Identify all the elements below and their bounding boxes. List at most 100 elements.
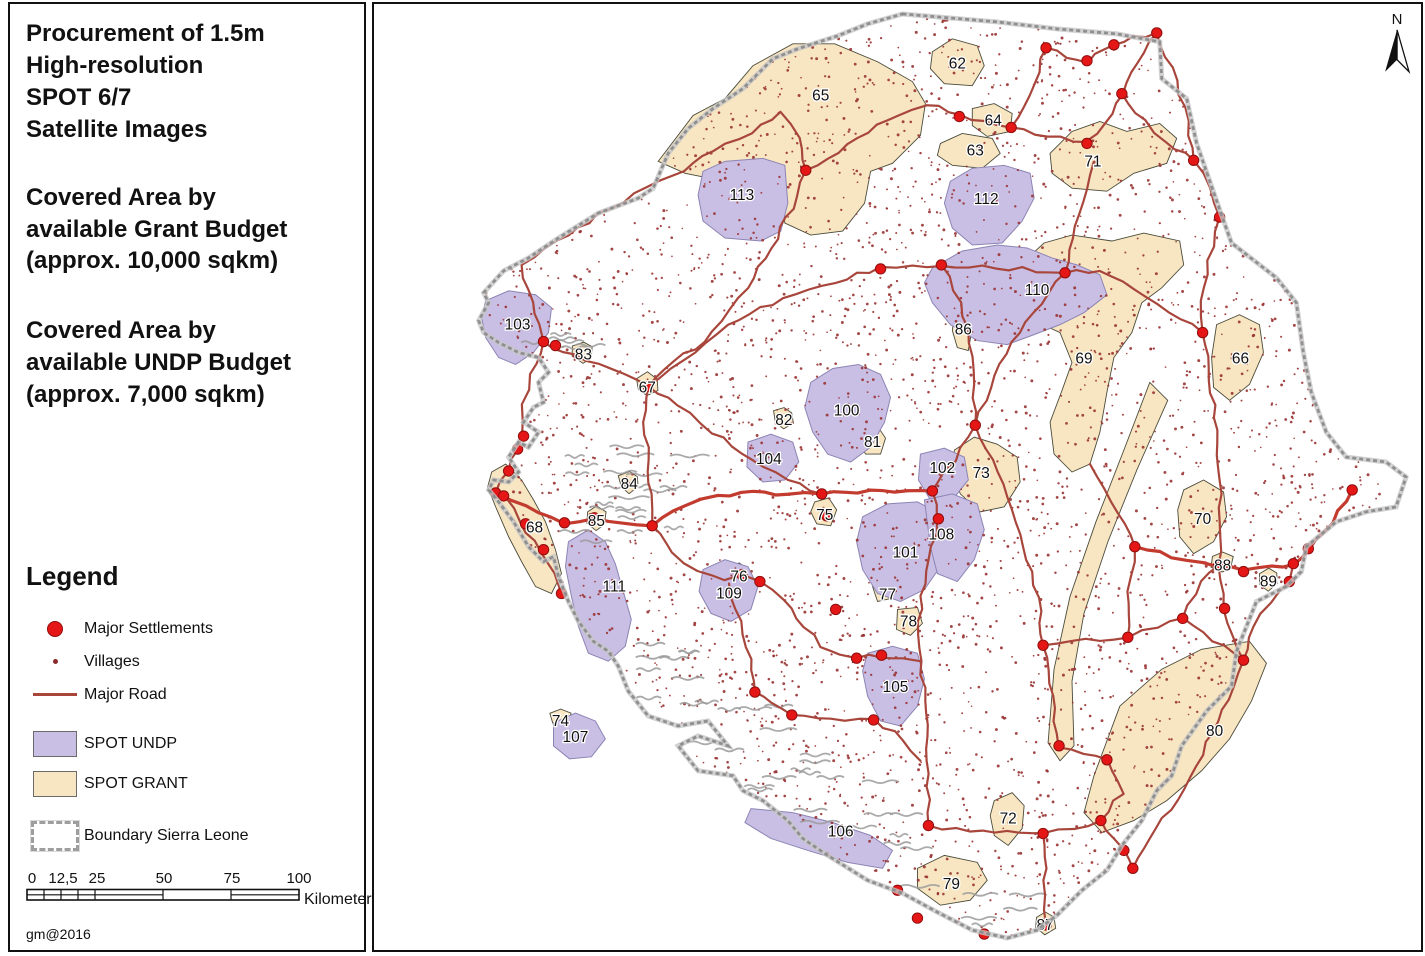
region-label-104: 104 bbox=[756, 451, 782, 468]
road bbox=[1181, 564, 1220, 620]
region-label-103: 103 bbox=[505, 317, 531, 334]
settlement-dot bbox=[800, 164, 812, 176]
boundary-swatch bbox=[30, 820, 80, 853]
region-107 bbox=[552, 712, 606, 760]
settlement-dot bbox=[754, 575, 766, 588]
info-panel: Procurement of 1.5m High-resolution SPOT… bbox=[0, 0, 372, 956]
settlement-dot bbox=[1287, 557, 1300, 570]
road bbox=[1088, 462, 1136, 548]
road bbox=[1041, 644, 1134, 870]
region-label-100: 100 bbox=[834, 402, 860, 419]
road bbox=[790, 713, 922, 762]
region-66 bbox=[1211, 314, 1264, 401]
region-89 bbox=[1259, 567, 1278, 592]
settlement-dot bbox=[1005, 121, 1017, 134]
region-104 bbox=[746, 433, 800, 483]
undp-coverage-note: Covered Area by available UNDP Budget (a… bbox=[26, 317, 291, 409]
region-label-109: 109 bbox=[716, 585, 742, 602]
settlement-dot bbox=[1059, 267, 1071, 279]
road bbox=[727, 582, 757, 694]
settlement-dot bbox=[1176, 612, 1189, 625]
road bbox=[753, 690, 793, 717]
road bbox=[1063, 160, 1096, 274]
title-line: Satellite Images bbox=[26, 115, 208, 143]
region-label-112: 112 bbox=[974, 191, 999, 208]
settlement-dot bbox=[922, 819, 935, 832]
road bbox=[647, 264, 1067, 388]
settlement-dot bbox=[502, 465, 515, 477]
title-line: SPOT 6/7 bbox=[26, 83, 132, 111]
settlement-dot bbox=[1101, 754, 1113, 766]
region-label-113: 113 bbox=[730, 187, 755, 204]
region-70 bbox=[1177, 479, 1228, 555]
settlement-dot bbox=[1040, 42, 1052, 54]
major-road bbox=[494, 491, 654, 528]
road bbox=[1131, 659, 1245, 870]
road bbox=[1126, 545, 1136, 639]
road-line-icon bbox=[33, 693, 77, 697]
settlement-dot bbox=[1237, 654, 1250, 666]
settlement-dot bbox=[537, 335, 550, 348]
region-label-70: 70 bbox=[1194, 511, 1211, 528]
region-label-102: 102 bbox=[929, 460, 955, 477]
region-label-111: 111 bbox=[603, 579, 626, 596]
settlement-dot bbox=[1122, 631, 1134, 643]
road bbox=[1041, 832, 1048, 927]
region-label-82: 82 bbox=[775, 412, 792, 429]
legend-item-major-road: Major Road bbox=[26, 678, 350, 711]
settlement-dot bbox=[749, 686, 761, 698]
region-grant-strip bbox=[1047, 381, 1169, 762]
region-label-73: 73 bbox=[973, 465, 990, 482]
settlement-dot bbox=[519, 518, 532, 530]
road bbox=[974, 424, 1045, 647]
region-71 bbox=[1049, 121, 1178, 192]
region-label-69: 69 bbox=[1075, 350, 1092, 367]
settlement-dot bbox=[1127, 862, 1139, 875]
country-boundary bbox=[477, 12, 1408, 940]
settlement-dot bbox=[588, 512, 601, 524]
region-label-107: 107 bbox=[563, 729, 589, 746]
region-label-88: 88 bbox=[1214, 558, 1231, 575]
settlement-dot bbox=[1129, 541, 1141, 553]
region-112 bbox=[943, 164, 1035, 246]
legend-heading: Legend bbox=[26, 561, 119, 592]
settlement-dot bbox=[1053, 740, 1065, 752]
settlement-dot bbox=[1151, 27, 1163, 39]
major-settlement-dot-icon bbox=[47, 620, 63, 637]
region-label-83: 83 bbox=[575, 347, 592, 364]
region-label-68: 68 bbox=[526, 520, 543, 537]
title-line: Procurement of 1.5m bbox=[26, 20, 265, 47]
spot-undp-swatch bbox=[33, 731, 77, 758]
road bbox=[647, 169, 807, 388]
region-105 bbox=[862, 645, 925, 727]
settlement-dot bbox=[821, 510, 833, 522]
major-road bbox=[650, 489, 824, 528]
road bbox=[1199, 216, 1221, 334]
scale-bar: 0 12,5 25 50 75 100 bbox=[26, 870, 372, 916]
region-label-106: 106 bbox=[828, 823, 854, 840]
legend-item-major-settlements: Major Settlements bbox=[26, 612, 350, 645]
region-62 bbox=[929, 38, 985, 87]
region-80 bbox=[1083, 640, 1267, 834]
road bbox=[927, 819, 1103, 835]
region-label-76: 76 bbox=[730, 569, 747, 586]
map-panel: N 62 63 64 65 66 67 68 69 70 71 72 73 74 75 76 77 78 79 80… bbox=[366, 0, 1425, 956]
legend-item-spot-undp: SPOT UNDP bbox=[26, 727, 350, 761]
region-label-66: 66 bbox=[1232, 350, 1249, 367]
region-label-101: 101 bbox=[893, 545, 919, 562]
settlement-dot bbox=[969, 419, 981, 431]
road bbox=[520, 263, 545, 343]
village-dot-icon bbox=[52, 659, 58, 665]
map-frame: N 62 63 64 65 66 67 68 69 70 71 72 73 74 75 76 77 78 79 80… bbox=[372, 2, 1423, 952]
north-label: N bbox=[1392, 11, 1403, 28]
settlement-dot bbox=[517, 430, 530, 442]
settlement-dot bbox=[646, 520, 658, 532]
settlement-dot bbox=[642, 380, 654, 393]
region-106 bbox=[744, 808, 894, 869]
settlement-dot bbox=[850, 652, 863, 664]
road bbox=[1010, 31, 1158, 144]
settlement-dot bbox=[1346, 484, 1358, 496]
settlement-dot bbox=[953, 110, 966, 123]
